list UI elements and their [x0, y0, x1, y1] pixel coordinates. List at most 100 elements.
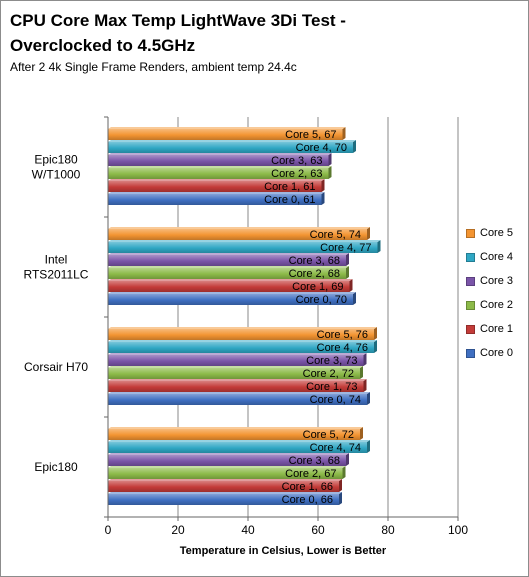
bar-top: [108, 379, 367, 381]
bar-data-label: Core 5, 76: [317, 329, 368, 341]
bar-top: [108, 127, 346, 129]
bar-side: [374, 340, 377, 353]
bar-side: [367, 440, 370, 453]
legend-swatch: [466, 276, 475, 286]
x-tick-label: 20: [171, 523, 185, 537]
bar: [108, 355, 364, 366]
bar-top: [108, 140, 356, 142]
bar: [108, 142, 353, 153]
bar-data-label: Core 5, 72: [303, 429, 354, 441]
bar-data-label: Core 0, 61: [264, 194, 315, 206]
bar-side: [346, 253, 349, 266]
bar-side: [339, 492, 342, 505]
bar: [108, 281, 350, 292]
x-tick-label: 0: [105, 523, 112, 537]
bar-data-label: Core 1, 73: [306, 381, 357, 393]
legend-item: Core 3: [466, 269, 526, 293]
legend-label: Core 2: [480, 299, 514, 311]
bar: [108, 242, 378, 253]
bar-data-label: Core 0, 74: [310, 394, 361, 406]
legend-item: Core 2: [466, 293, 526, 317]
bar-top: [108, 453, 349, 455]
bar: [108, 368, 360, 379]
bar: [108, 342, 374, 353]
bar-top: [108, 466, 346, 468]
bar-side: [363, 379, 367, 392]
bar-side: [367, 227, 370, 240]
bar-side: [377, 240, 381, 253]
x-tick-label: 40: [241, 523, 255, 537]
bar: [108, 394, 367, 405]
bar: [108, 129, 343, 140]
bar-side: [346, 266, 349, 279]
bar-top: [108, 327, 377, 329]
bar-top: [108, 153, 332, 155]
bar: [108, 294, 353, 305]
bar-data-label: Core 1, 61: [264, 181, 315, 193]
bar-top: [108, 279, 353, 281]
bar-side: [349, 279, 353, 292]
bar-top: [108, 392, 370, 394]
bar: [108, 229, 367, 240]
bar-data-label: Core 3, 63: [271, 155, 322, 167]
legend-label: Core 1: [480, 323, 514, 335]
bar-data-label: Core 1, 69: [292, 281, 343, 293]
bar-top: [108, 479, 342, 481]
bar: [108, 494, 339, 505]
legend-item: Core 5: [466, 221, 526, 245]
legend-label: Core 0: [480, 347, 514, 359]
legend-label: Core 3: [480, 275, 514, 287]
bar: [108, 168, 329, 179]
bar-side: [321, 179, 325, 192]
bar-top: [108, 166, 332, 168]
bar-data-label: Core 5, 74: [310, 229, 361, 241]
bar-top: [108, 266, 349, 268]
bar-data-label: Core 1, 66: [282, 481, 333, 493]
x-tick-label: 100: [448, 523, 468, 537]
bar-top: [108, 353, 367, 355]
bar-data-label: Core 3, 68: [289, 255, 340, 267]
bar-top: [108, 492, 342, 494]
bar: [108, 268, 346, 279]
bar-top: [108, 192, 325, 194]
bar-side: [346, 453, 349, 466]
bar: [108, 429, 360, 440]
bar-data-label: Core 2, 63: [271, 168, 322, 180]
legend-label: Core 5: [480, 227, 514, 239]
category-label: Epic180: [34, 460, 78, 474]
bar-side: [360, 427, 363, 440]
x-tick-label: 80: [381, 523, 395, 537]
bar-data-label: Core 3, 68: [289, 455, 340, 467]
bar-side: [328, 153, 332, 166]
legend-swatch: [466, 324, 475, 334]
bar-side: [367, 392, 370, 405]
bar-side: [353, 292, 356, 305]
bar-side: [342, 127, 346, 140]
category-label: Epic180 W/T1000: [32, 153, 81, 182]
bar-top: [108, 366, 363, 368]
bar-side: [374, 327, 377, 340]
bar: [108, 468, 343, 479]
legend-label: Core 4: [480, 251, 514, 263]
x-tick-label: 60: [311, 523, 325, 537]
bar-side: [342, 466, 346, 479]
legend-swatch: [466, 300, 475, 310]
bar-data-label: Core 0, 66: [282, 494, 333, 506]
bar-data-label: Core 4, 77: [320, 242, 371, 254]
chart-subtitle: After 2 4k Single Frame Renders, ambient…: [10, 60, 297, 74]
bar-top: [108, 253, 349, 255]
bar-data-label: Core 4, 70: [296, 142, 347, 154]
bar: [108, 255, 346, 266]
legend-swatch: [466, 252, 475, 262]
bar-top: [108, 427, 363, 429]
bar-side: [321, 192, 325, 205]
bar: [108, 194, 322, 205]
bar-data-label: Core 4, 74: [310, 442, 361, 454]
bar-data-label: Core 3, 73: [306, 355, 357, 367]
bar: [108, 442, 367, 453]
bar-side: [353, 140, 356, 153]
bar-top: [108, 240, 381, 242]
legend-swatch: [466, 228, 475, 238]
bar: [108, 381, 364, 392]
